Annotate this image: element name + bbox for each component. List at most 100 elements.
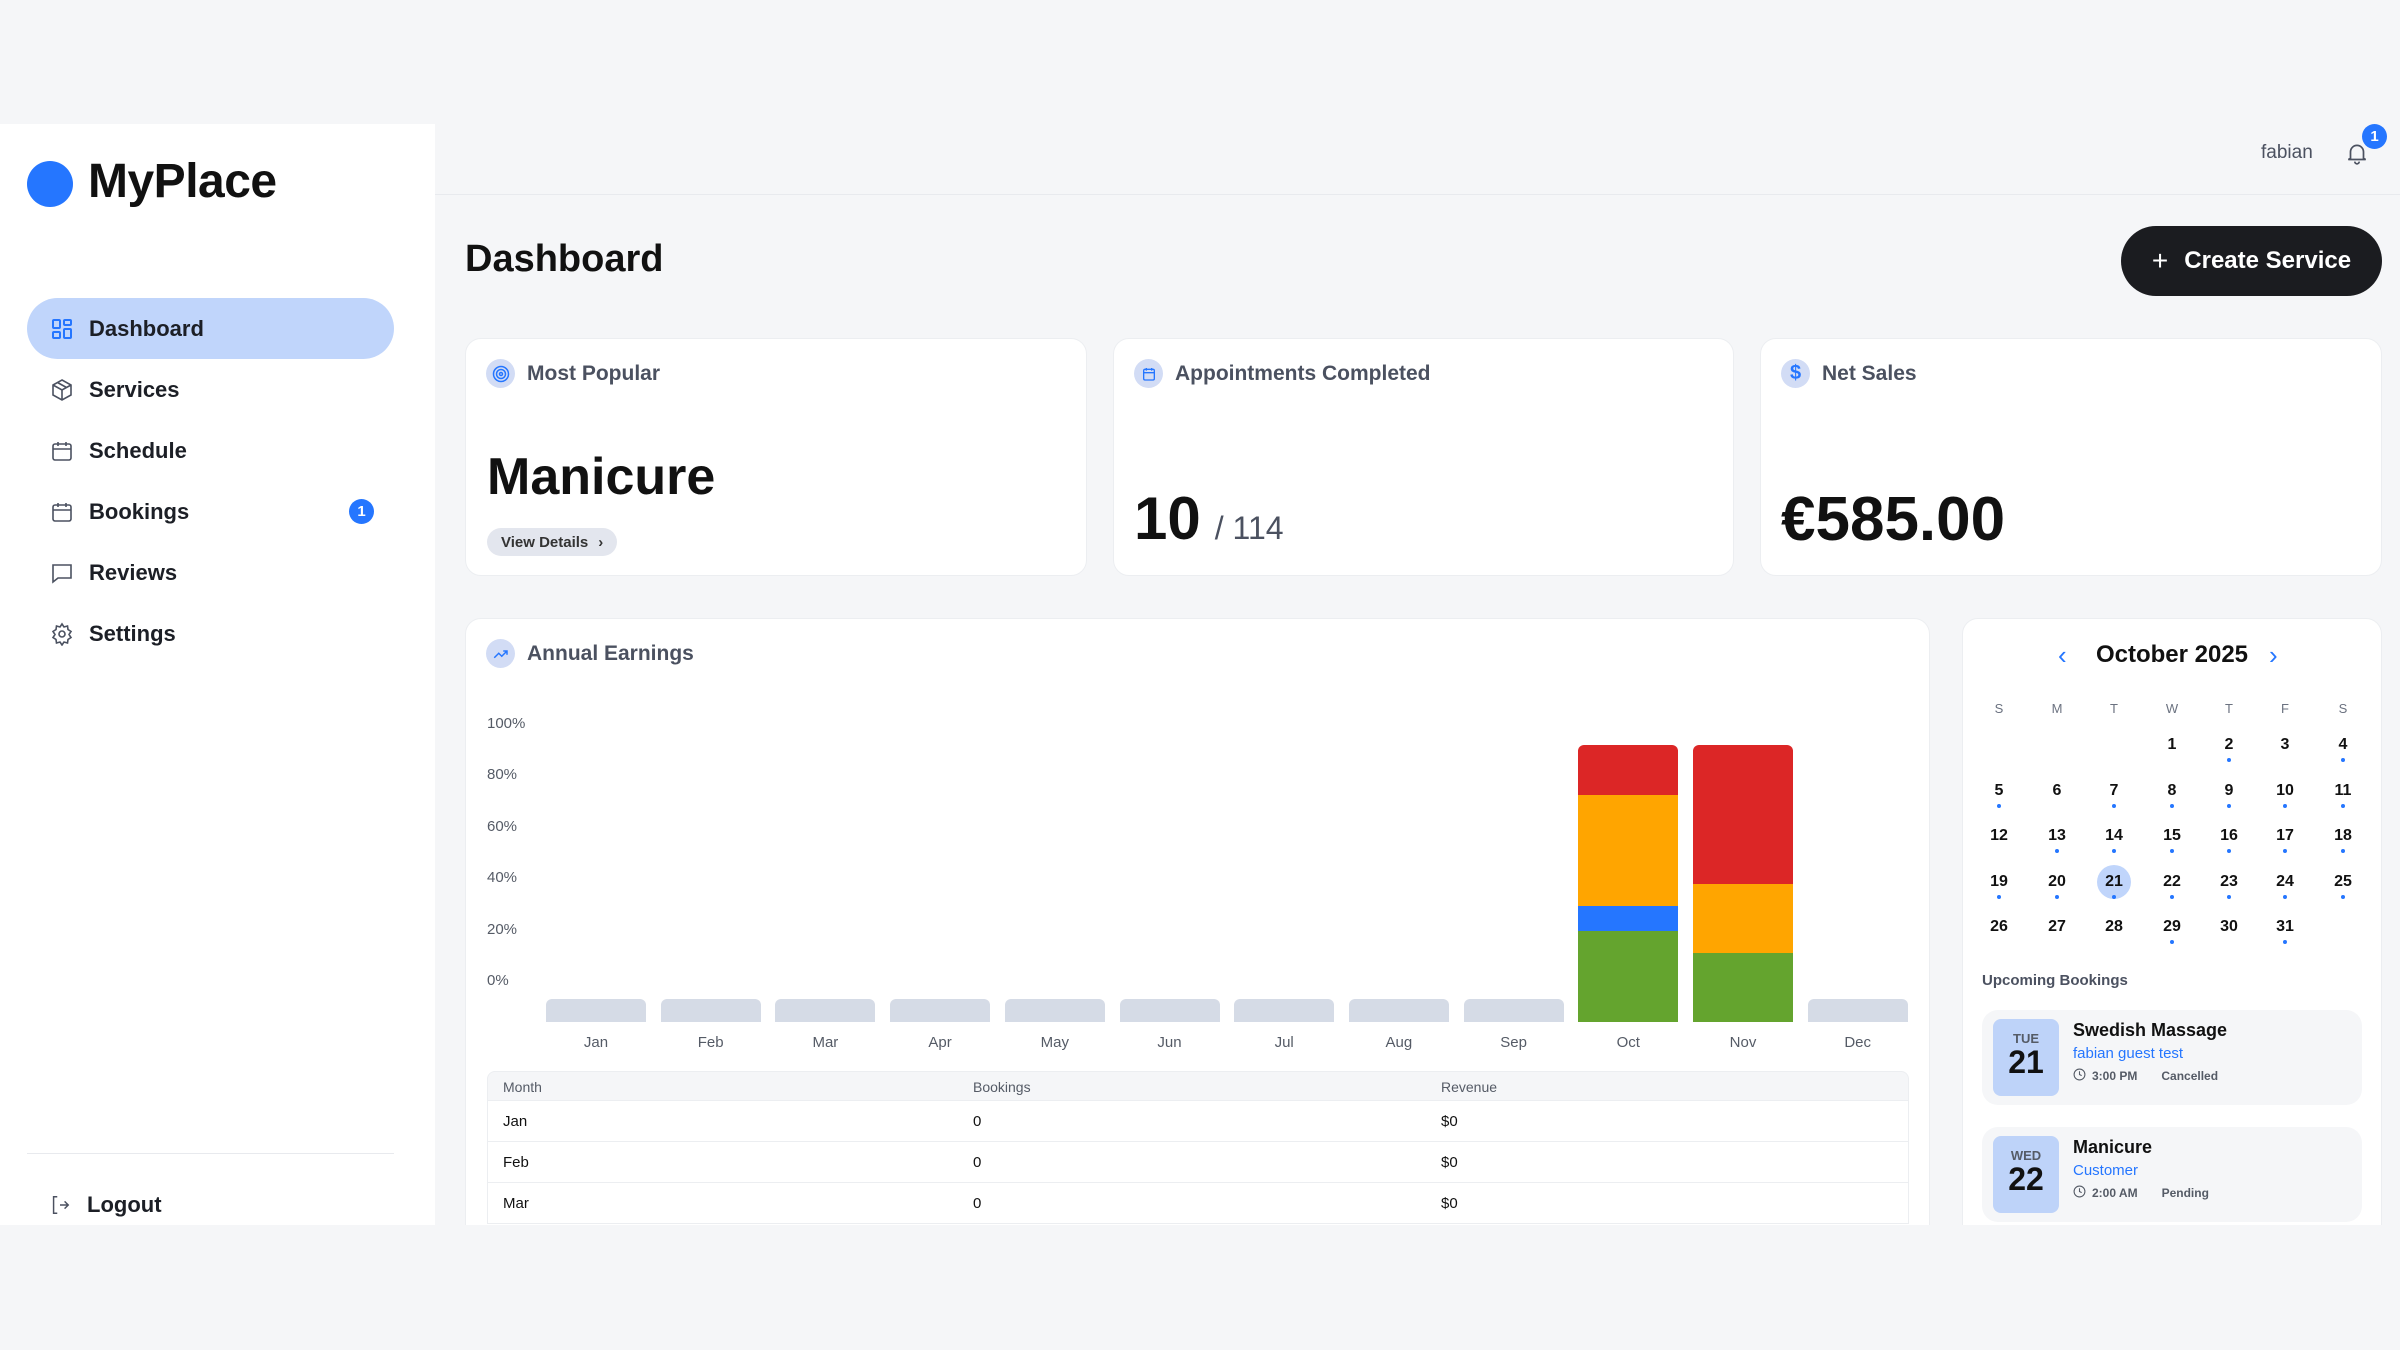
x-tick-label: Dec: [1844, 1034, 1872, 1051]
bar-segment-Oct-3[interactable]: [1578, 745, 1679, 795]
sidebar-item-dashboard[interactable]: Dashboard: [27, 298, 394, 359]
notification-bell-icon[interactable]: [2344, 139, 2370, 172]
most-popular-card: Most Popular Manicure View Details ›: [465, 338, 1087, 576]
bar-segment-Nov-2[interactable]: [1693, 883, 1793, 953]
bar-segment-Oct-0[interactable]: [1578, 930, 1679, 1022]
bar-empty-Jul[interactable]: [1234, 999, 1335, 1022]
calendar-day[interactable]: 7: [2094, 774, 2134, 808]
x-tick-label: Jun: [1157, 1034, 1182, 1051]
sidebar-item-settings[interactable]: Settings: [27, 603, 394, 664]
bar-segment-Oct-2[interactable]: [1578, 794, 1679, 906]
upcoming-booking-item[interactable]: TUE 21 Swedish Massage fabian guest test 3:0…: [1982, 1010, 2362, 1105]
calendar-day[interactable]: 16: [2209, 819, 2249, 854]
booking-date-box: TUE 21: [1993, 1019, 2059, 1096]
calendar-day[interactable]: 27: [2048, 918, 2066, 936]
calendar-title: October 2025: [2095, 641, 2249, 668]
calendar-day[interactable]: 19: [1979, 865, 2019, 899]
calendar-day[interactable]: 5: [1979, 774, 2019, 808]
calendar-day[interactable]: 25: [2323, 865, 2363, 899]
upcoming-booking-item[interactable]: WED 22 Manicure Customer 2:00 AM Pending: [1982, 1127, 2362, 1222]
calendar-day[interactable]: 3: [2280, 736, 2290, 753]
booking-date-box: WED 22: [1993, 1136, 2059, 1213]
prev-month-icon[interactable]: ‹: [2058, 640, 2067, 670]
booking-dot-icon: [2170, 940, 2174, 945]
x-tick-label: Jul: [1274, 1034, 1294, 1051]
user-name[interactable]: fabian: [2261, 142, 2313, 163]
calendar-day[interactable]: 26: [1990, 918, 2008, 936]
booking-dot-icon: [2283, 940, 2287, 945]
calendar-day[interactable]: 12: [1990, 827, 2008, 845]
bar-empty-Aug[interactable]: [1348, 999, 1449, 1022]
calendar-day[interactable]: 14: [2094, 819, 2134, 854]
x-tick-label: Oct: [1616, 1034, 1640, 1051]
sidebar-item-reviews[interactable]: Reviews: [27, 542, 394, 603]
calendar-day[interactable]: 9: [2209, 774, 2249, 808]
calendar-day[interactable]: 21: [2097, 864, 2131, 899]
calendar-day[interactable]: 28: [2105, 918, 2123, 936]
header-divider: [435, 194, 2400, 195]
calendar-day[interactable]: 23: [2209, 865, 2249, 899]
calendar-day[interactable]: 17: [2265, 819, 2305, 854]
booking-customer[interactable]: Customer: [2073, 1162, 2139, 1179]
bar-segment-Nov-3[interactable]: [1693, 745, 1793, 884]
logo-icon: [27, 161, 73, 207]
calendar-day[interactable]: 11: [2323, 774, 2363, 808]
logout-icon: [47, 1192, 73, 1218]
booking-dot-icon: [2227, 803, 2231, 808]
bar-empty-Sep[interactable]: [1463, 999, 1564, 1022]
logout-button[interactable]: Logout: [27, 1174, 394, 1235]
bar-empty-Dec[interactable]: [1807, 999, 1908, 1022]
sidebar-item-bookings[interactable]: Bookings 1: [27, 481, 394, 542]
sidebar-item-services[interactable]: Services: [27, 359, 394, 420]
sidebar-item-label: Bookings: [89, 498, 190, 524]
table-cell: 0: [973, 1154, 982, 1171]
calendar-day[interactable]: 22: [2152, 865, 2192, 899]
calendar-day[interactable]: 6: [2052, 781, 2062, 799]
bar-empty-Jan[interactable]: [546, 999, 646, 1022]
create-service-label: Create Service: [2184, 247, 2352, 274]
sidebar-item-schedule[interactable]: Schedule: [27, 420, 394, 481]
booking-service: Manicure: [2073, 1137, 2153, 1157]
booking-service: Swedish Massage: [2073, 1020, 2228, 1040]
calendar-day[interactable]: 4: [2323, 728, 2363, 762]
calendar-day[interactable]: 20: [2037, 865, 2077, 899]
calendar-day[interactable]: 1: [2167, 736, 2177, 753]
bar-empty-Mar[interactable]: [775, 999, 876, 1022]
weekday-label: M: [2051, 701, 2063, 716]
bar-empty-Apr[interactable]: [890, 999, 991, 1022]
view-details-button[interactable]: View Details ›: [487, 528, 618, 556]
weekday-label: T: [2110, 701, 2118, 716]
sidebar: [0, 124, 435, 1225]
bar-segment-Oct-1[interactable]: [1578, 905, 1679, 931]
dollar-icon: $: [1781, 359, 1810, 388]
calendar-day[interactable]: 2: [2209, 728, 2249, 762]
column-header: Revenue: [1441, 1079, 1498, 1095]
calendar-day[interactable]: 15: [2152, 819, 2192, 854]
bar-empty-May[interactable]: [1004, 999, 1105, 1022]
create-service-button[interactable]: + Create Service: [2121, 226, 2382, 296]
booking-day: 22: [2008, 1161, 2044, 1197]
logout-label: Logout: [87, 1191, 162, 1217]
bar-empty-Jun[interactable]: [1119, 999, 1220, 1022]
bar-empty-Feb[interactable]: [660, 999, 761, 1022]
column-header: Month: [503, 1079, 542, 1095]
calendar-day[interactable]: 10: [2265, 774, 2305, 808]
calendar-day[interactable]: 29: [2152, 910, 2192, 945]
booking-dot-icon: [2112, 803, 2116, 808]
table-cell: 0: [973, 1113, 982, 1130]
booking-dot-icon: [2170, 894, 2174, 899]
calendar-icon: [49, 499, 75, 525]
calendar-day[interactable]: 31: [2265, 910, 2305, 945]
calendar-day[interactable]: 30: [2220, 918, 2238, 936]
booking-status: Cancelled: [2161, 1069, 2219, 1083]
bar-segment-Nov-0[interactable]: [1693, 952, 1793, 1022]
calendar-day[interactable]: 13: [2037, 819, 2077, 854]
calendar-day[interactable]: 18: [2323, 819, 2363, 854]
booking-customer[interactable]: fabian guest test: [2073, 1045, 2184, 1062]
weekday-label: S: [1994, 701, 2004, 716]
calendar-day[interactable]: 8: [2152, 774, 2192, 808]
next-month-icon[interactable]: ›: [2269, 640, 2278, 670]
calendar-day[interactable]: 24: [2265, 865, 2305, 899]
y-tick-label: 40%: [487, 869, 518, 887]
page-bottom: [0, 1225, 2400, 1350]
